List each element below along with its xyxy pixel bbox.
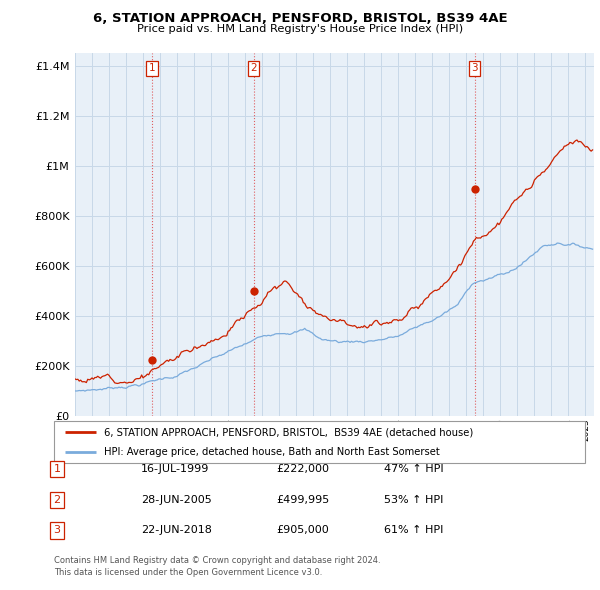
Text: This data is licensed under the Open Government Licence v3.0.: This data is licensed under the Open Gov… — [54, 568, 322, 577]
Text: 1: 1 — [53, 464, 61, 474]
Text: Price paid vs. HM Land Registry's House Price Index (HPI): Price paid vs. HM Land Registry's House … — [137, 24, 463, 34]
Text: 2: 2 — [53, 495, 61, 504]
Text: £222,000: £222,000 — [276, 464, 329, 474]
Text: 1: 1 — [149, 63, 155, 73]
Text: 6, STATION APPROACH, PENSFORD, BRISTOL, BS39 4AE: 6, STATION APPROACH, PENSFORD, BRISTOL, … — [92, 12, 508, 25]
Text: £905,000: £905,000 — [276, 526, 329, 535]
Text: £499,995: £499,995 — [276, 495, 329, 504]
Text: 47% ↑ HPI: 47% ↑ HPI — [384, 464, 443, 474]
Text: 28-JUN-2005: 28-JUN-2005 — [141, 495, 212, 504]
Text: 3: 3 — [53, 526, 61, 535]
Text: Contains HM Land Registry data © Crown copyright and database right 2024.: Contains HM Land Registry data © Crown c… — [54, 556, 380, 565]
Text: HPI: Average price, detached house, Bath and North East Somerset: HPI: Average price, detached house, Bath… — [104, 447, 440, 457]
FancyBboxPatch shape — [54, 421, 585, 463]
Text: 16-JUL-1999: 16-JUL-1999 — [141, 464, 209, 474]
Text: 22-JUN-2018: 22-JUN-2018 — [141, 526, 212, 535]
Text: 61% ↑ HPI: 61% ↑ HPI — [384, 526, 443, 535]
Text: 6, STATION APPROACH, PENSFORD, BRISTOL,  BS39 4AE (detached house): 6, STATION APPROACH, PENSFORD, BRISTOL, … — [104, 427, 473, 437]
Text: 2: 2 — [250, 63, 257, 73]
Text: 53% ↑ HPI: 53% ↑ HPI — [384, 495, 443, 504]
Text: 3: 3 — [471, 63, 478, 73]
